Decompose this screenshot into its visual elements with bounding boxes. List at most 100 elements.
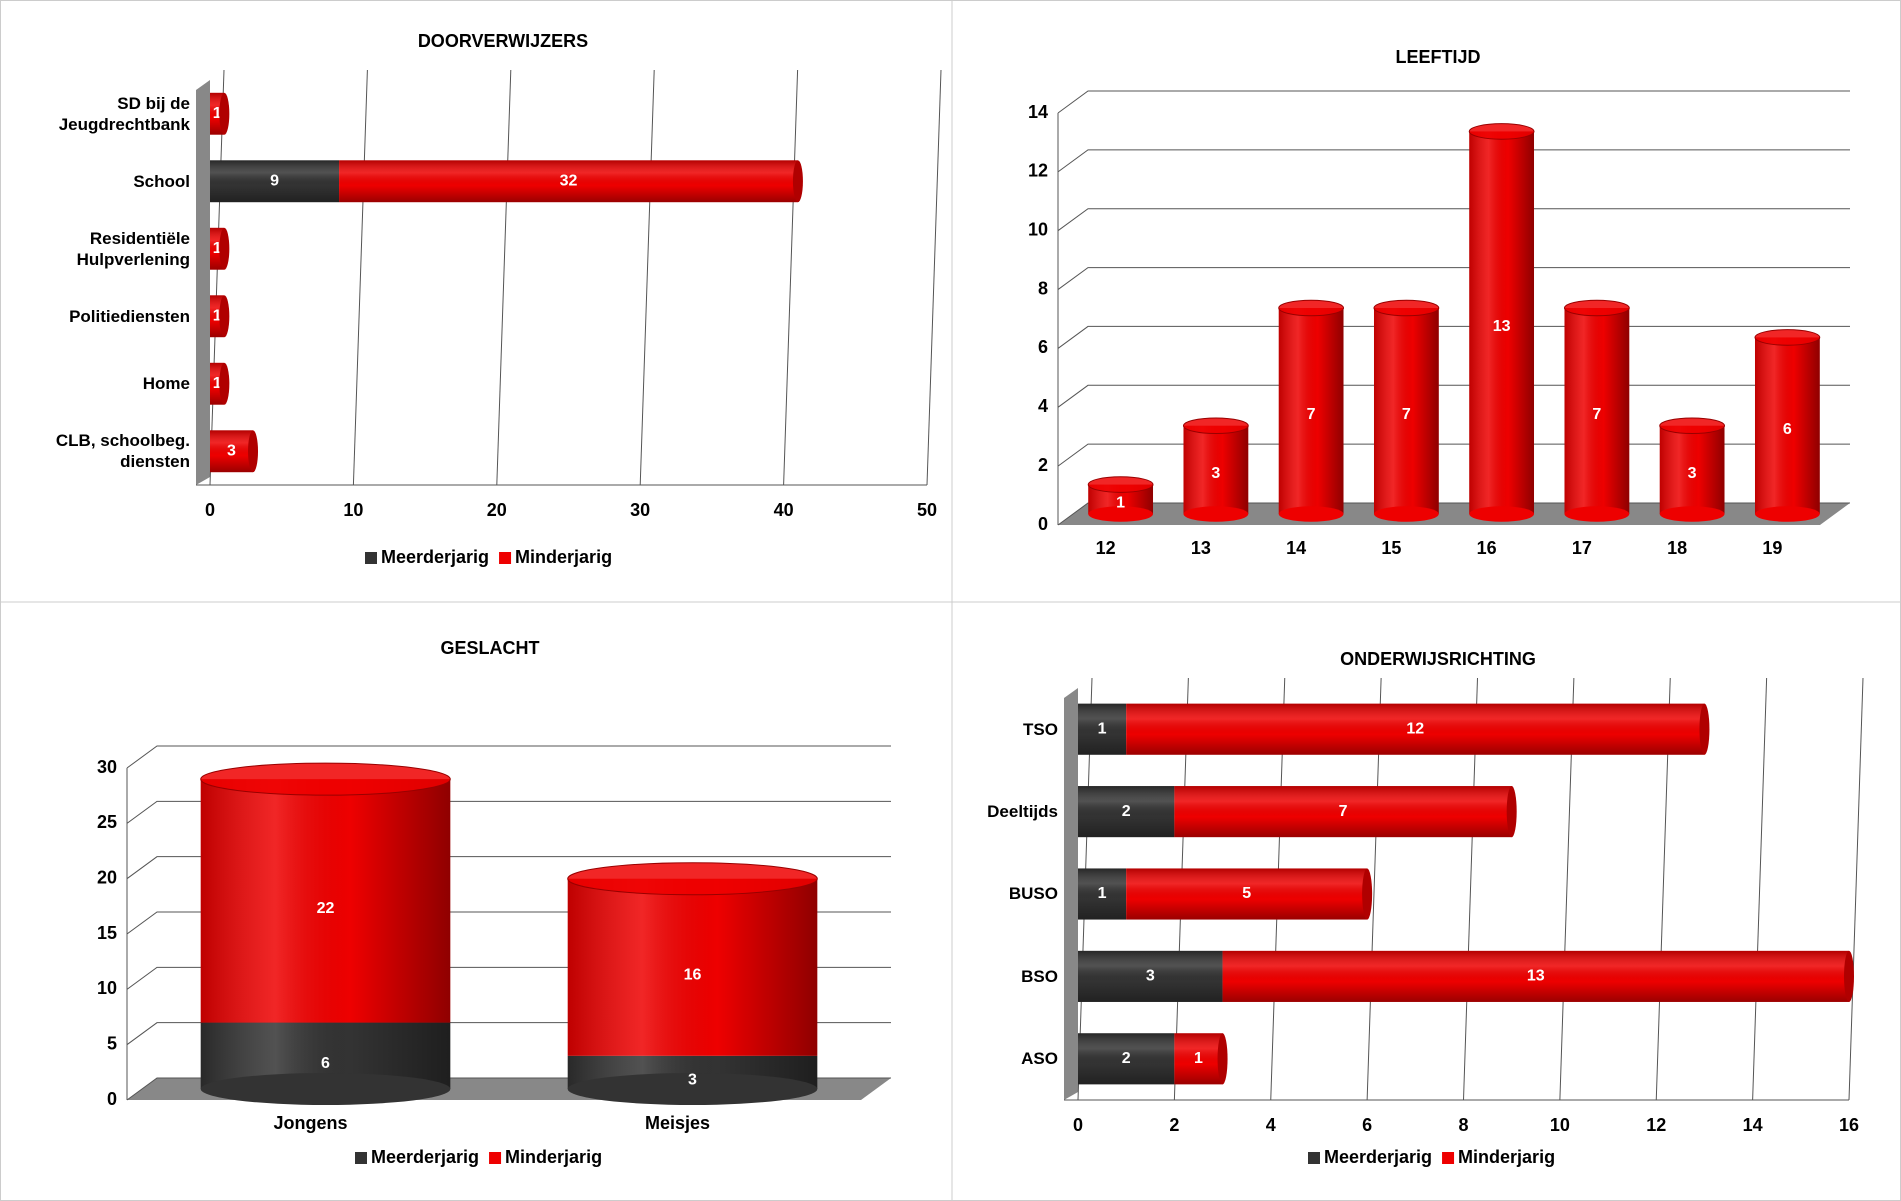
y-tick-label: ASO (1021, 1049, 1058, 1069)
shading (210, 160, 340, 203)
data-label: 7 (1339, 803, 1348, 820)
x-tick-label: 2 (1169, 1115, 1179, 1135)
x-tick-label: Meisjes (645, 1113, 710, 1133)
shading (1278, 308, 1344, 514)
x-tick-label: 12 (1096, 538, 1116, 558)
category-label: Deeltijds (987, 801, 1058, 821)
data-label: 12 (1406, 720, 1424, 737)
legend-label: Meerderjarig (381, 547, 489, 567)
y-tick-label: School (133, 171, 190, 191)
shading (200, 779, 451, 1023)
bar-base (1088, 506, 1154, 522)
chart-title: GESLACHT (441, 638, 540, 658)
y-tick-label: 10 (97, 978, 117, 998)
bar-cap (792, 160, 803, 203)
bar-cap (1699, 703, 1710, 755)
shading (1183, 425, 1249, 514)
grid-line (1752, 677, 1768, 1101)
y-tick-label: 2 (1038, 455, 1048, 475)
legend-label: Meerderjarig (371, 1147, 479, 1167)
grid-line (1057, 149, 1850, 173)
bar-cap (1182, 417, 1249, 434)
data-label: 7 (1307, 406, 1316, 423)
x-tick-label: 10 (1550, 1115, 1570, 1135)
y-tick-label: 6 (1038, 337, 1048, 357)
bar-cap (1362, 868, 1373, 920)
x-tick-label: 12 (1646, 1115, 1666, 1135)
grid-line (352, 69, 368, 486)
x-tick-label: 10 (343, 500, 363, 520)
y-tick-label: 12 (1028, 161, 1048, 181)
data-label: 3 (1146, 968, 1155, 985)
legend-label: Minderjarig (1458, 1147, 1555, 1167)
grid-line (209, 69, 225, 486)
legend-swatch (499, 552, 512, 564)
category-label: School (133, 171, 190, 191)
bar-cap (1278, 299, 1345, 317)
data-label: 7 (1592, 406, 1601, 423)
x-tick-label: 13 (1191, 538, 1211, 558)
bar-base (1183, 506, 1249, 522)
grid-line (1057, 267, 1850, 290)
shading (1373, 308, 1439, 514)
bar-cap (1087, 476, 1154, 493)
data-label: 5 (1242, 885, 1251, 902)
data-label: 1 (213, 307, 222, 324)
x-tick-label: 14 (1286, 538, 1306, 558)
data-label: 13 (1493, 318, 1511, 335)
bar-base (1659, 506, 1725, 522)
y-tick-label: 14 (1028, 102, 1048, 122)
data-label: 6 (321, 1055, 330, 1072)
chart: DOORVERWIJZERS 0 10 20 30 40 50 SD bij de Jeugd… (56, 31, 942, 567)
data-label: 1 (213, 375, 222, 392)
data-label: 2 (1122, 1050, 1131, 1067)
category-label: BSO (1021, 966, 1058, 986)
chart-title: LEEFTIJD (1395, 47, 1480, 67)
category-label: Home (143, 374, 190, 393)
data-label: 1 (1194, 1050, 1203, 1067)
grid-line (1057, 384, 1850, 408)
data-label: 9 (270, 172, 279, 189)
y-tick-label: SD bij de Jeugdrechtbank (58, 93, 190, 134)
bar-base (1564, 506, 1630, 522)
x-tick-label: 15 (1381, 538, 1401, 558)
x-tick-label: 8 (1458, 1115, 1468, 1135)
data-label: 16 (684, 966, 702, 983)
bar-cap (1754, 329, 1821, 346)
bar-cap (219, 227, 230, 270)
grid-line (1057, 325, 1850, 349)
bar-cap (219, 362, 230, 405)
x-tick-label: 4 (1266, 1115, 1276, 1135)
data-label: 1 (213, 240, 222, 257)
category-label: BUSO (1008, 884, 1058, 904)
bar-base (1278, 506, 1344, 522)
y-tick-label: 5 (107, 1033, 117, 1053)
data-label: 2 (1122, 803, 1131, 820)
data-label: 6 (1783, 421, 1792, 438)
x-tick-label: 40 (774, 500, 794, 520)
grid-line (783, 69, 799, 486)
shading (1174, 786, 1512, 838)
data-label: 7 (1402, 406, 1411, 423)
data-label: 32 (560, 172, 578, 189)
legend-label: Minderjarig (505, 1147, 602, 1167)
y-tick-label: Deeltijds (987, 801, 1058, 821)
bar-cap (1563, 299, 1630, 317)
bar-base (1373, 506, 1439, 522)
legend-swatch (1308, 1152, 1320, 1164)
data-label: 3 (1688, 465, 1697, 482)
bar-cap (248, 430, 259, 473)
bar-cap (567, 862, 818, 896)
shading (567, 878, 818, 1056)
y-tick-label: BUSO (1008, 884, 1058, 904)
y-tick-label: BSO (1021, 966, 1058, 986)
x-tick-label: Jongens (273, 1113, 347, 1133)
x-tick-label: 19 (1762, 538, 1782, 558)
category-label: CLB, schoolbeg. diensten (56, 431, 190, 471)
y-tick-label: 15 (97, 923, 117, 943)
x-tick-label: 50 (917, 500, 937, 520)
shading (1078, 1033, 1175, 1085)
data-label: 1 (213, 105, 222, 122)
x-tick-label: 18 (1667, 538, 1687, 558)
